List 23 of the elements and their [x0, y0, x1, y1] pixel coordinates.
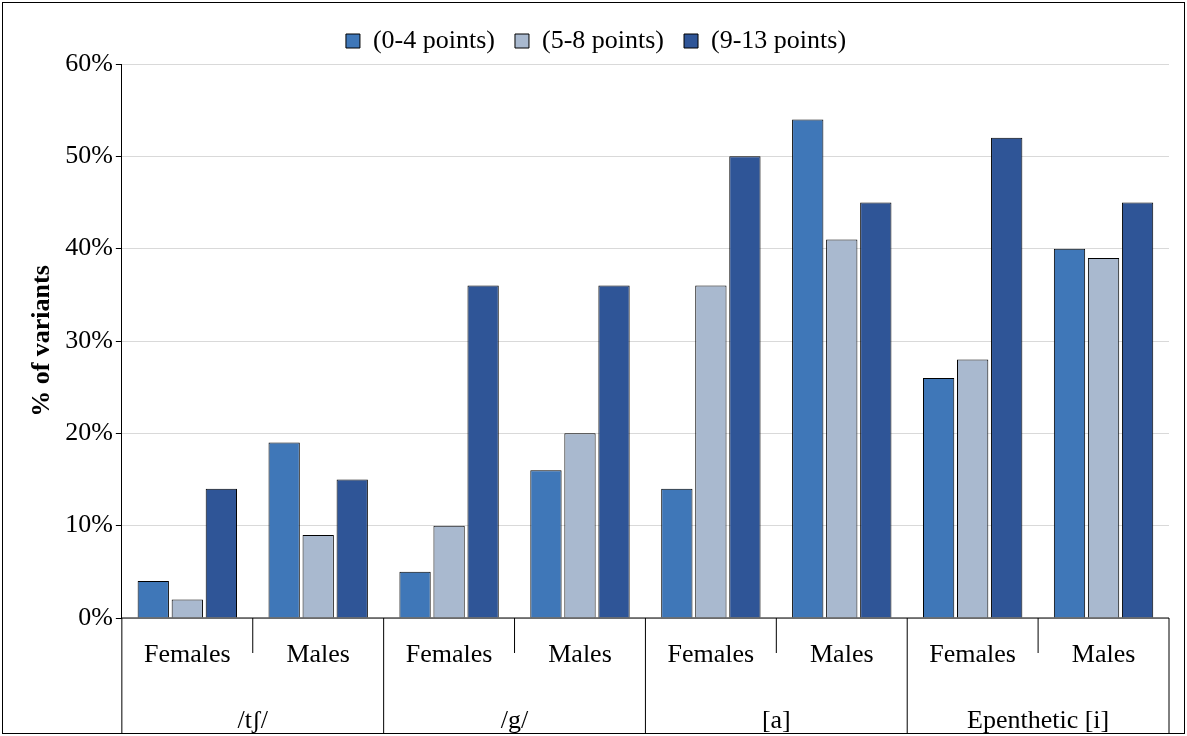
y-axis-title: % of variants [26, 265, 56, 417]
x-tick-label: Females [405, 638, 493, 668]
text: /tʃ/ [237, 704, 269, 734]
x-tick-label: Males [809, 638, 874, 668]
y-tick-label: 10% [65, 509, 113, 539]
text: [a] [761, 704, 791, 734]
x-tick-label: Males [548, 638, 612, 668]
y-tick-label: 60% [65, 47, 113, 77]
text: /g/ [500, 704, 530, 734]
y-tick-label: 30% [65, 324, 113, 354]
legend-label: (0-4 points) [372, 24, 495, 54]
y-tick-label: 0% [78, 601, 113, 631]
text: Epenthetic [i] [967, 704, 1110, 734]
x-tick-label: Females [929, 638, 1016, 668]
y-tick-label: 40% [65, 232, 113, 262]
x-tick-label: Females [143, 638, 231, 668]
legend-label: (9-13 points) [711, 24, 847, 54]
x-tick-label: Females [667, 638, 755, 668]
y-tick-label: 50% [65, 140, 113, 170]
legend-label: (5-8 points) [541, 24, 665, 54]
y-tick-label: 20% [65, 417, 113, 447]
x-tick-label: Males [1071, 638, 1136, 668]
x-tick-label: Males [286, 638, 350, 668]
